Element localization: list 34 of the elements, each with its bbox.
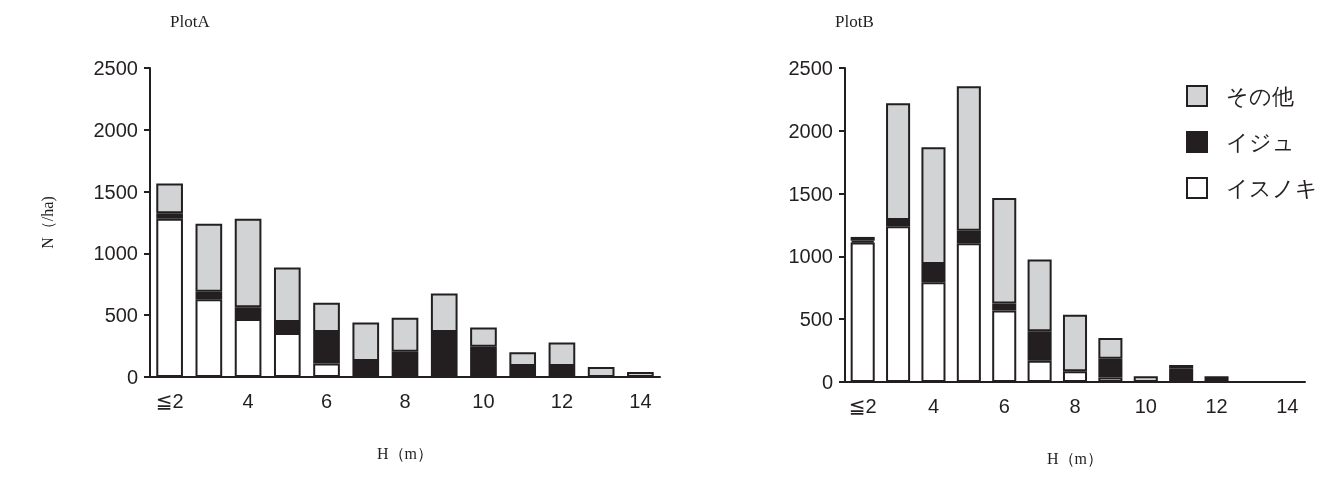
legend-label: イジュ xyxy=(1226,129,1295,155)
y-tick-label: 500 xyxy=(104,304,138,327)
x-tick-label: 6 xyxy=(998,395,1010,417)
y-tick-label: 1000 xyxy=(93,242,138,265)
y-tick-label: 500 xyxy=(799,308,833,331)
x-tick-label: 12 xyxy=(1205,395,1228,417)
x-tick-label: 6 xyxy=(320,390,333,412)
x-tick-label: 10 xyxy=(1134,395,1157,417)
y-tick-label: 2500 xyxy=(788,57,833,79)
y-tick-label: 1500 xyxy=(788,182,833,205)
x-tick-label: 8 xyxy=(1069,395,1081,417)
chart-title: PlotB xyxy=(835,12,874,31)
x-tick-label: ≦2 xyxy=(155,390,184,412)
y-tick-label: 1000 xyxy=(788,245,833,268)
y-tick-label: 2500 xyxy=(93,57,138,79)
legend-label: その他 xyxy=(1226,83,1294,109)
y-tick-label: 0 xyxy=(126,366,138,388)
y-tick-label: 2000 xyxy=(788,119,833,142)
x-tick-label: 4 xyxy=(927,395,940,417)
x-tick-label: 10 xyxy=(472,390,495,412)
x-tick-label: ≦2 xyxy=(848,395,877,417)
y-tick-label: 2000 xyxy=(93,118,138,141)
x-axis-title: H（m） xyxy=(1047,449,1103,467)
y-tick-label: 0 xyxy=(821,371,833,393)
y-tick-label: 1500 xyxy=(93,180,138,203)
x-tick-label: 14 xyxy=(1276,395,1299,417)
y-axis-title: N（/ha) xyxy=(38,196,57,249)
x-tick-label: 12 xyxy=(550,390,574,412)
x-axis-title: H（m） xyxy=(377,444,433,462)
x-tick-label: 14 xyxy=(629,390,652,412)
legend-label: イスノキ xyxy=(1226,175,1318,201)
x-tick-label: 8 xyxy=(399,390,411,412)
x-tick-label: 4 xyxy=(242,390,254,412)
chart-title: PlotA xyxy=(170,12,211,31)
